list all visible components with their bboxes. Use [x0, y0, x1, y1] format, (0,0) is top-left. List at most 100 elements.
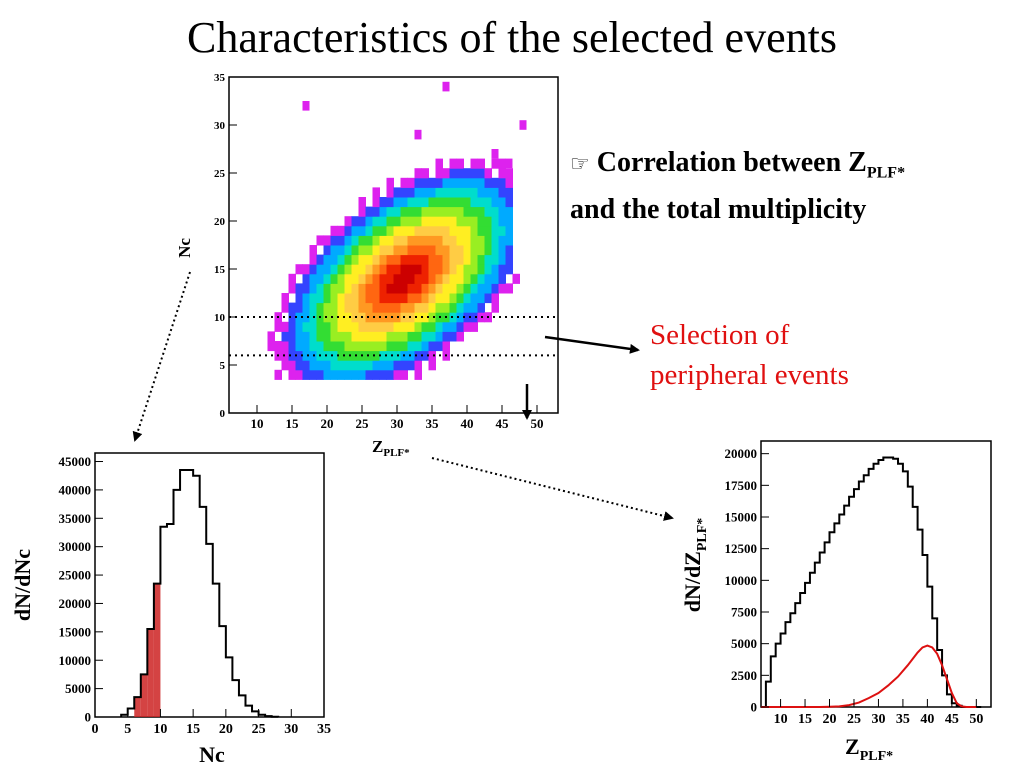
heatmap-cell	[344, 254, 352, 265]
heatmap-cell	[442, 254, 450, 265]
heatmap-cell	[456, 321, 464, 332]
heatmap-cell	[456, 254, 464, 265]
heatmap-cell	[344, 360, 352, 371]
heatmap-cell	[414, 264, 422, 275]
heatmap-cell	[456, 197, 464, 208]
nc-highlight-bar	[140, 674, 148, 717]
heatmap-cell	[491, 197, 499, 208]
slide-title: Characteristics of the selected events	[187, 13, 837, 62]
heatmap-cell	[491, 264, 499, 275]
heatmap-cell	[316, 264, 324, 275]
heatmap-cell	[442, 235, 450, 246]
y-tick-label: 5	[220, 360, 226, 372]
heatmap-cell	[351, 254, 359, 265]
heatmap-cell	[323, 341, 331, 352]
nc-distribution-chart: 0 5 10 15 20 25 30 35 0 5000 10000 15000 20000 25000 3…	[10, 452, 331, 767]
y-tick-label: 0	[85, 710, 92, 725]
heatmap-cell	[393, 254, 401, 265]
heatmap-cell	[414, 254, 422, 265]
heatmap-cell	[407, 216, 415, 227]
heatmap-cell	[295, 350, 303, 361]
heatmap-cell	[484, 225, 492, 236]
heatmap-cell	[288, 312, 296, 323]
heatmap-cell	[393, 341, 401, 352]
heatmap-cell	[400, 245, 408, 256]
heatmap-cell	[386, 197, 394, 208]
heatmap-cell	[414, 283, 422, 294]
heatmap-cell	[379, 245, 387, 256]
heatmap-cell	[400, 273, 408, 284]
heatmap-cell	[470, 225, 478, 236]
heatmap-cell	[463, 225, 471, 236]
heatmap-cell	[498, 197, 506, 208]
heatmap-cell	[337, 312, 345, 323]
heatmap-cell	[463, 177, 471, 188]
heatmap-cell	[435, 177, 443, 188]
heatmap-cell	[365, 341, 373, 352]
heatmap-cell	[491, 235, 499, 246]
heatmap-cell	[442, 197, 450, 208]
heatmap-cell	[386, 302, 394, 313]
y-tick-label: 45000	[59, 454, 92, 469]
heatmap-cell	[351, 293, 359, 304]
heatmap-cell	[372, 350, 380, 361]
heatmap-cell	[372, 273, 380, 284]
heatmap-cell	[428, 254, 436, 265]
y-tick-label: 5000	[731, 636, 757, 651]
heatmap-cell	[428, 341, 436, 352]
heatmap-cell	[470, 321, 478, 332]
heatmap-cell	[421, 350, 429, 361]
heatmap-cell	[351, 245, 359, 256]
heatmap-cell	[358, 197, 366, 208]
heatmap-cell	[442, 245, 450, 256]
heatmap-cell	[323, 302, 331, 313]
heatmap-cell	[372, 321, 380, 332]
heatmap-cell	[498, 245, 506, 256]
heatmap-cell	[309, 293, 317, 304]
heatmap-cell	[407, 273, 415, 284]
heatmap-cell	[358, 331, 366, 342]
y-tick-label: 35000	[59, 511, 92, 526]
heatmap-cell	[302, 312, 310, 323]
heatmap-cell	[295, 293, 303, 304]
heatmap-cell	[379, 216, 387, 227]
heatmap-cell	[323, 312, 331, 323]
heatmap-cell	[491, 273, 499, 284]
heatmap-cell	[456, 245, 464, 256]
heatmap-cell	[421, 331, 429, 342]
heatmap-cell	[316, 302, 324, 313]
heatmap-cell	[407, 245, 415, 256]
heatmap-cell	[435, 206, 443, 217]
heatmap-cell	[302, 273, 310, 284]
heatmap-cell	[365, 360, 373, 371]
heatmap-cell	[414, 129, 422, 140]
heatmap-cell	[456, 225, 464, 236]
x-tick-label: 15	[186, 722, 200, 737]
heatmap-cell	[519, 120, 527, 130]
heatmap-cell	[470, 158, 478, 169]
selection-label-line2: peripheral events	[650, 359, 849, 391]
heatmap-cell	[484, 254, 492, 265]
x-tick-label: 20	[823, 712, 837, 727]
x-tick-label: 25	[252, 722, 266, 737]
heatmap-cell	[414, 245, 422, 256]
heatmap-cell	[407, 177, 415, 188]
heatmap-cell	[358, 369, 366, 380]
heatmap-cell	[449, 331, 457, 342]
heatmap-cell	[365, 321, 373, 332]
heatmap-cell	[463, 245, 471, 256]
heatmap-cell	[344, 273, 352, 284]
heatmap-cell	[442, 206, 450, 217]
heatmap-cell	[505, 187, 513, 198]
heatmap-cell	[358, 216, 366, 227]
heatmap-cell	[302, 321, 310, 332]
heatmap-cell	[365, 206, 373, 217]
heatmap-cell	[344, 264, 352, 275]
heatmap-cell	[302, 283, 310, 294]
heatmap-cell	[491, 187, 499, 198]
heatmap-cell	[386, 187, 394, 198]
heatmap-cell	[435, 341, 443, 352]
heatmap-cell	[316, 273, 324, 284]
heatmap-cell	[372, 225, 380, 236]
heatmap-cell	[484, 206, 492, 217]
